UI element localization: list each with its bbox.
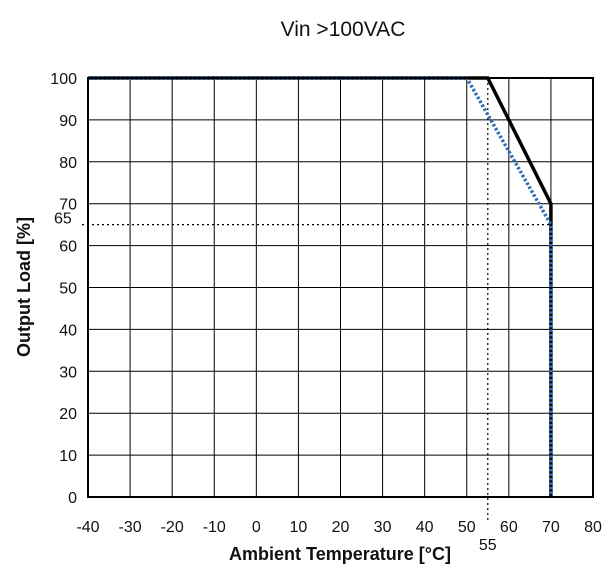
x-tick-label: -20 (161, 519, 184, 536)
grid (87, 77, 594, 498)
y-tick-label: 60 (59, 239, 77, 256)
y-tick-label: 80 (59, 155, 77, 172)
y-tick-label: 0 (68, 490, 77, 507)
x-tick-label: 0 (252, 519, 261, 536)
y-tick-label: 90 (59, 113, 77, 130)
x-tick-label: 50 (458, 519, 476, 536)
plot-area-frame (87, 77, 594, 498)
x-tick-label: -30 (119, 519, 142, 536)
x-axis-title: Ambient Temperature [°C] (229, 544, 451, 564)
reference-label-55: 55 (479, 537, 497, 554)
annotation-labels: 65 55 (54, 209, 497, 554)
y-tick-label: 20 (59, 406, 77, 423)
y-tick-label: 100 (50, 71, 77, 88)
x-tick-label: -10 (203, 519, 226, 536)
x-tick-label: 80 (584, 519, 602, 536)
x-tick-label: 40 (416, 519, 434, 536)
reference-label-bg (54, 209, 82, 228)
y-tick-label: 10 (59, 448, 77, 465)
x-tick-label: 20 (332, 519, 350, 536)
y-tick-label: 50 (59, 281, 77, 298)
y-axis-title: Output Load [%] (14, 217, 34, 357)
x-axis-ticks: -40 -30 -20 -10 0 10 20 30 40 50 60 70 80 (76, 519, 602, 536)
x-tick-label: 60 (500, 519, 518, 536)
y-tick-label: 40 (59, 322, 77, 339)
y-tick-label: 70 (59, 197, 77, 214)
y-axis-ticks: 0 10 20 30 40 50 60 70 80 90 100 (50, 71, 77, 507)
annotation-lines (62, 78, 551, 521)
x-tick-label: 70 (542, 519, 560, 536)
chart-title: Vin >100VAC (281, 18, 406, 41)
reference-label-65: 65 (54, 211, 72, 228)
y-tick-label: 30 (59, 364, 77, 381)
x-tick-label: 30 (374, 519, 392, 536)
x-tick-label: -40 (76, 519, 99, 536)
x-tick-label: 10 (290, 519, 308, 536)
